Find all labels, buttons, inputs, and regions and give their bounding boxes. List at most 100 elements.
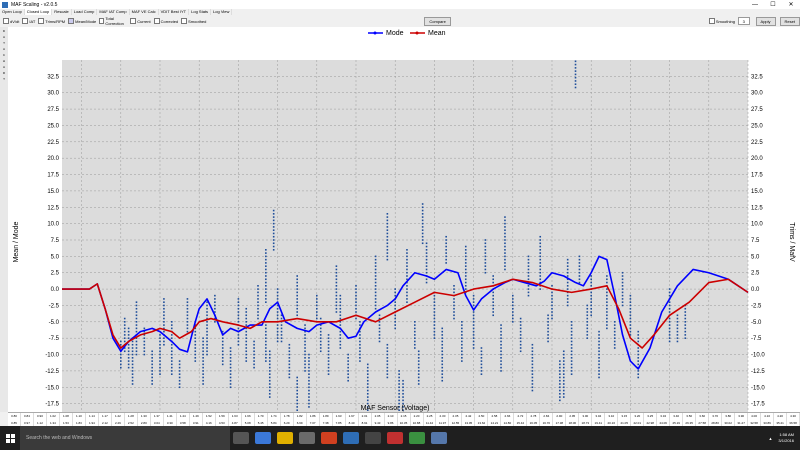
checkbox-current[interactable]: Current (130, 18, 151, 24)
scatter-point (684, 337, 687, 339)
checkbox-corrected[interactable]: Corrected (153, 18, 178, 24)
side-toolbar-letter[interactable]: C (2, 53, 6, 57)
tab-log-view[interactable]: Log View (211, 9, 233, 15)
scatter-point (402, 399, 404, 402)
scatter-point (559, 376, 561, 379)
checkbox-total-correction[interactable]: Total Correction (99, 16, 127, 26)
checkbox-smoothing[interactable]: Smoothing (708, 18, 735, 24)
scatter-point (276, 311, 279, 313)
side-toolbar-letter[interactable]: R (2, 71, 6, 75)
scatter-point (519, 327, 522, 330)
side-toolbar-letter[interactable]: T (3, 77, 5, 81)
scatter-point (143, 343, 146, 346)
table-cell: 13.05 (462, 420, 476, 427)
app-icon-red[interactable] (321, 432, 337, 444)
maximize-button[interactable]: ☐ (770, 2, 776, 8)
smoothing-stepper[interactable]: 3 (737, 17, 750, 25)
task-view-icon[interactable] (233, 432, 249, 444)
tab-maf-ve-calc[interactable]: MAF VE Calc (130, 9, 159, 15)
scatter-point (347, 379, 349, 382)
minimize-button[interactable]: — (752, 1, 758, 8)
table-cell: 6.29 (281, 420, 294, 427)
scatter-point (374, 298, 377, 300)
scatter-point (629, 304, 632, 307)
file-explorer-icon[interactable] (277, 432, 293, 444)
network-icon[interactable]: ▲ (768, 435, 773, 441)
tab-load-comp[interactable]: Load Comp (72, 9, 98, 15)
scatter-point (425, 265, 428, 267)
edge-browser-icon[interactable] (255, 432, 271, 444)
side-toolbar-letter[interactable]: A (2, 47, 5, 51)
close-button[interactable]: ✕ (788, 2, 794, 8)
scatter-point (265, 285, 267, 287)
scatter-point (433, 301, 436, 303)
table-cell: 30.02 (722, 420, 736, 427)
scatter-point (480, 360, 483, 362)
scatter-point (425, 242, 428, 245)
y-tick-label-left: 15.0 (47, 189, 59, 195)
side-toolbar-letter[interactable]: A (2, 65, 5, 69)
tab-maf-iat-comp[interactable]: MAF IAT Comp (97, 9, 130, 15)
app-icon-red-2[interactable] (387, 432, 403, 444)
scatter-point (586, 317, 589, 320)
scatter-point (296, 379, 298, 382)
taskbar-search-input[interactable]: Search the web and Windows (20, 426, 230, 450)
scatter-point (421, 213, 424, 215)
table-cell: 5.08 (242, 420, 255, 427)
scatter-point (257, 317, 259, 320)
checkbox-smoothed[interactable]: Smoothed (181, 18, 206, 24)
compare-button[interactable]: Compare (424, 16, 451, 26)
start-button[interactable] (0, 426, 20, 450)
tab-rescale[interactable]: Rescale (52, 9, 72, 15)
scatter-point (402, 383, 404, 385)
scatter-point (559, 370, 561, 372)
table-cell: 1.30 (138, 413, 151, 420)
app-icon-green[interactable] (409, 432, 425, 444)
table-cell: 27.58 (696, 420, 710, 427)
scatter-point (621, 291, 624, 294)
side-toolbar-letter[interactable]: T (3, 41, 5, 45)
table-cell: 2.84 (540, 413, 554, 420)
scatter-point (123, 350, 126, 353)
store-icon[interactable] (299, 432, 315, 444)
reset-button[interactable]: Reset (779, 16, 800, 26)
tab-closed-loop[interactable]: Closed Loop (24, 9, 53, 15)
scatter-point (159, 347, 161, 349)
scatter-point (276, 291, 279, 294)
scatter-point (163, 301, 165, 303)
scatter-point (163, 311, 165, 313)
tab-log-stats[interactable]: Log Stats (189, 9, 212, 15)
scatter-point (414, 334, 416, 336)
app-icon-gray[interactable] (365, 432, 381, 444)
apply-button[interactable]: Apply (755, 16, 776, 26)
checkbox-trims-rpm[interactable]: Trims/RPM (38, 18, 65, 24)
scatter-point (637, 357, 640, 359)
scatter-point (504, 242, 506, 245)
side-toolbar-letter[interactable]: H (2, 59, 6, 63)
scatter-point (445, 235, 447, 238)
scatter-point (316, 311, 318, 313)
maf-scaling-taskbar-icon[interactable] (343, 432, 359, 444)
checkbox-iat[interactable]: IAT (22, 18, 35, 24)
app-icon-blue[interactable] (431, 432, 447, 444)
checkbox-dvdt[interactable]: dV/dt (3, 18, 19, 24)
tab-open-loop[interactable]: Open Loop (0, 9, 25, 15)
scatter-point (135, 343, 138, 346)
clock[interactable]: 1:58 AM 3/1/2016 (778, 432, 794, 444)
tab-vdit-best-iyt[interactable]: VDIT Best IYT (159, 9, 190, 15)
scatter-point (386, 242, 389, 245)
scatter-point (257, 304, 259, 307)
taskbar: Search the web and Windows ▲ 1:58 AM 3/1… (0, 426, 800, 450)
scatter-point (492, 311, 494, 313)
scatter-point (417, 376, 420, 379)
scatter-point (504, 216, 506, 218)
scatter-point (500, 350, 502, 353)
scatter-point (265, 275, 267, 277)
title-bar: MAF Scaling - v2.0.5 — ☐ ✕ (0, 0, 800, 9)
checkbox-mean-mode[interactable]: Mean/Mode (68, 18, 96, 24)
scatter-point (229, 350, 232, 353)
scatter-point (433, 334, 436, 336)
side-toolbar-letter[interactable]: D (2, 29, 6, 33)
side-toolbar-letter[interactable]: A (2, 35, 5, 39)
scatter-point (433, 330, 436, 333)
